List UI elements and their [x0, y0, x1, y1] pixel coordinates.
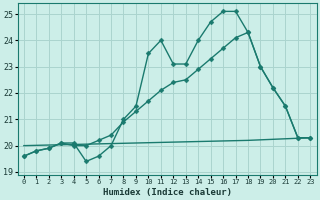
X-axis label: Humidex (Indice chaleur): Humidex (Indice chaleur): [103, 188, 232, 197]
